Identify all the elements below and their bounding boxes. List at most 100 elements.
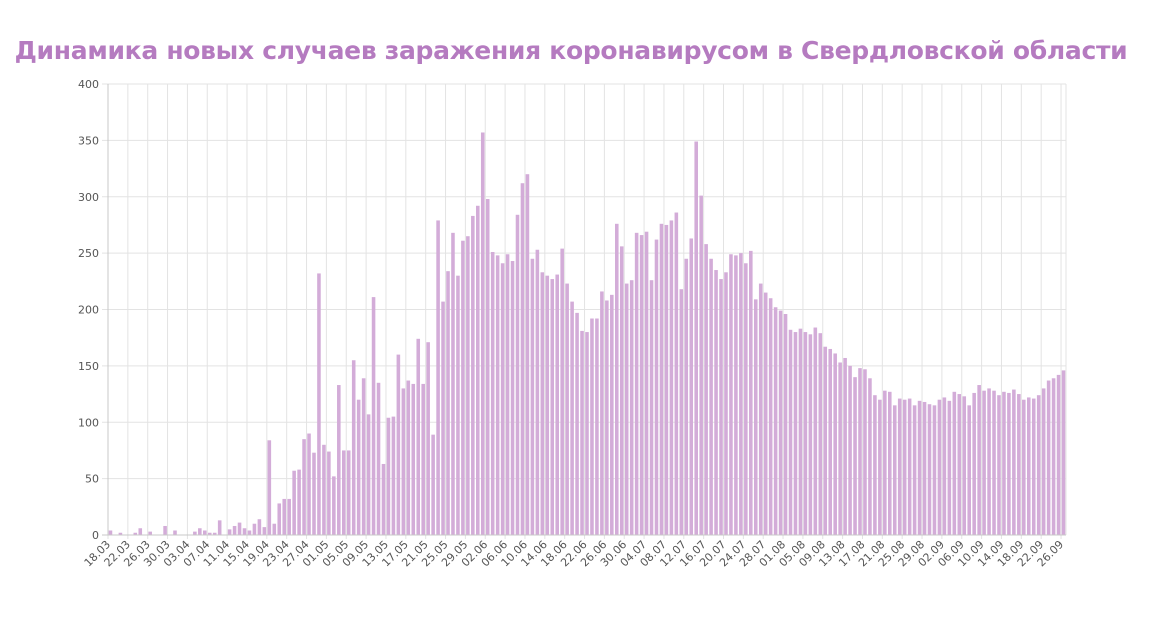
- bar: [341, 450, 346, 535]
- bar: [768, 298, 773, 535]
- bar: [947, 400, 952, 535]
- bar: [684, 258, 689, 535]
- bar: [977, 385, 981, 535]
- bar: [952, 391, 957, 535]
- bar: [451, 232, 455, 535]
- bar: [351, 360, 356, 535]
- bar: [500, 263, 505, 535]
- bar: [262, 527, 267, 535]
- bar: [843, 357, 847, 535]
- bar: [734, 255, 738, 535]
- bar: [714, 270, 718, 535]
- bar: [719, 279, 723, 535]
- bar: [907, 398, 912, 535]
- bar: [346, 450, 351, 535]
- bar: [818, 333, 823, 535]
- y-tick-label: 50: [85, 473, 99, 486]
- bar: [1046, 380, 1051, 535]
- bar: [535, 249, 540, 536]
- bar: [883, 390, 887, 535]
- bar: [461, 240, 465, 535]
- bar: [495, 255, 500, 535]
- bar: [252, 523, 257, 535]
- bar: [406, 380, 411, 535]
- bar: [823, 346, 828, 535]
- bar: [833, 353, 837, 535]
- bar: [431, 434, 435, 535]
- bar: [982, 390, 986, 535]
- y-tick-label: 100: [78, 416, 99, 429]
- bar: [376, 382, 381, 535]
- bar: [942, 397, 947, 535]
- bar: [600, 291, 604, 535]
- bar: [297, 469, 301, 535]
- bar: [793, 332, 798, 535]
- y-tick-label: 400: [78, 78, 99, 91]
- bar: [476, 205, 480, 535]
- bar: [605, 300, 609, 535]
- y-tick-label: 0: [92, 529, 99, 542]
- bar: [992, 390, 996, 535]
- bar: [1012, 389, 1016, 535]
- bar: [312, 452, 316, 535]
- bar: [763, 292, 768, 535]
- bar: [193, 531, 197, 535]
- bar: [868, 378, 872, 535]
- bar: [932, 405, 937, 535]
- bar: [917, 400, 922, 535]
- bar: [356, 399, 361, 535]
- bar: [927, 404, 932, 535]
- bar: [778, 310, 783, 535]
- bar: [888, 391, 892, 535]
- bar: [1036, 395, 1041, 535]
- bar: [108, 530, 113, 535]
- bar: [610, 294, 614, 535]
- bar: [138, 528, 143, 535]
- bar: [505, 254, 510, 535]
- y-tick-label: 150: [78, 360, 99, 373]
- bar: [838, 362, 842, 535]
- bar: [1061, 370, 1066, 535]
- y-axis-ticks: 0 50 100 150 200 250 300 350 400: [78, 78, 99, 542]
- bar: [530, 258, 535, 535]
- bar: [237, 522, 242, 535]
- bar: [619, 246, 624, 536]
- bar: [788, 329, 793, 535]
- bar: [729, 254, 733, 535]
- bar: [361, 378, 366, 535]
- bar: [436, 220, 440, 535]
- bar: [699, 195, 703, 535]
- bar: [232, 525, 237, 535]
- bar: [207, 532, 212, 535]
- bar: [203, 530, 207, 535]
- y-tick-label: 300: [78, 191, 99, 204]
- bar: [173, 530, 177, 535]
- bar: [709, 258, 713, 535]
- bar: [585, 332, 589, 535]
- bar: [575, 312, 579, 535]
- bar: [441, 301, 445, 535]
- bar: [758, 283, 763, 535]
- bar: [332, 476, 336, 535]
- bar: [704, 244, 708, 536]
- chart-title: Динамика новых случаев заражения коронав…: [14, 36, 1128, 65]
- bar: [381, 463, 386, 535]
- bar: [639, 235, 644, 535]
- bar: [307, 433, 311, 535]
- bar: [972, 392, 976, 535]
- bar: [997, 395, 1001, 535]
- bar: [272, 523, 277, 535]
- bar: [624, 283, 629, 535]
- bar: [962, 396, 967, 535]
- bar: [1056, 374, 1061, 535]
- bar: [366, 414, 371, 535]
- bar: [287, 498, 291, 535]
- bar: [386, 417, 391, 535]
- y-tick-label: 200: [78, 304, 99, 317]
- bar: [446, 271, 450, 535]
- bar: [922, 401, 927, 535]
- bar: [163, 525, 167, 535]
- bar: [753, 299, 758, 535]
- bar: [456, 275, 460, 535]
